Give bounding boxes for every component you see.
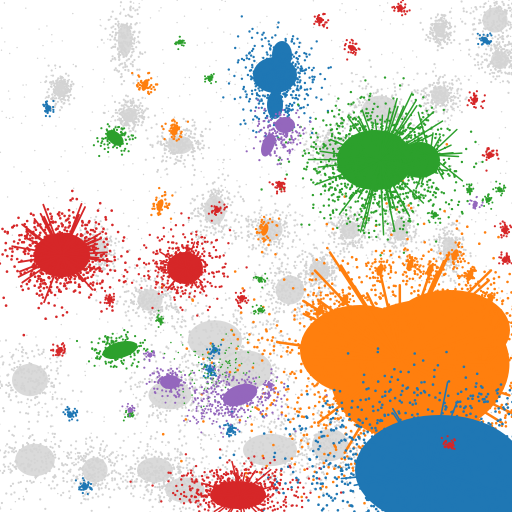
orange-cluster [131, 71, 512, 511]
green-clusters [75, 35, 507, 422]
purple-clusters [121, 98, 484, 438]
blue-clusters [42, 15, 512, 512]
